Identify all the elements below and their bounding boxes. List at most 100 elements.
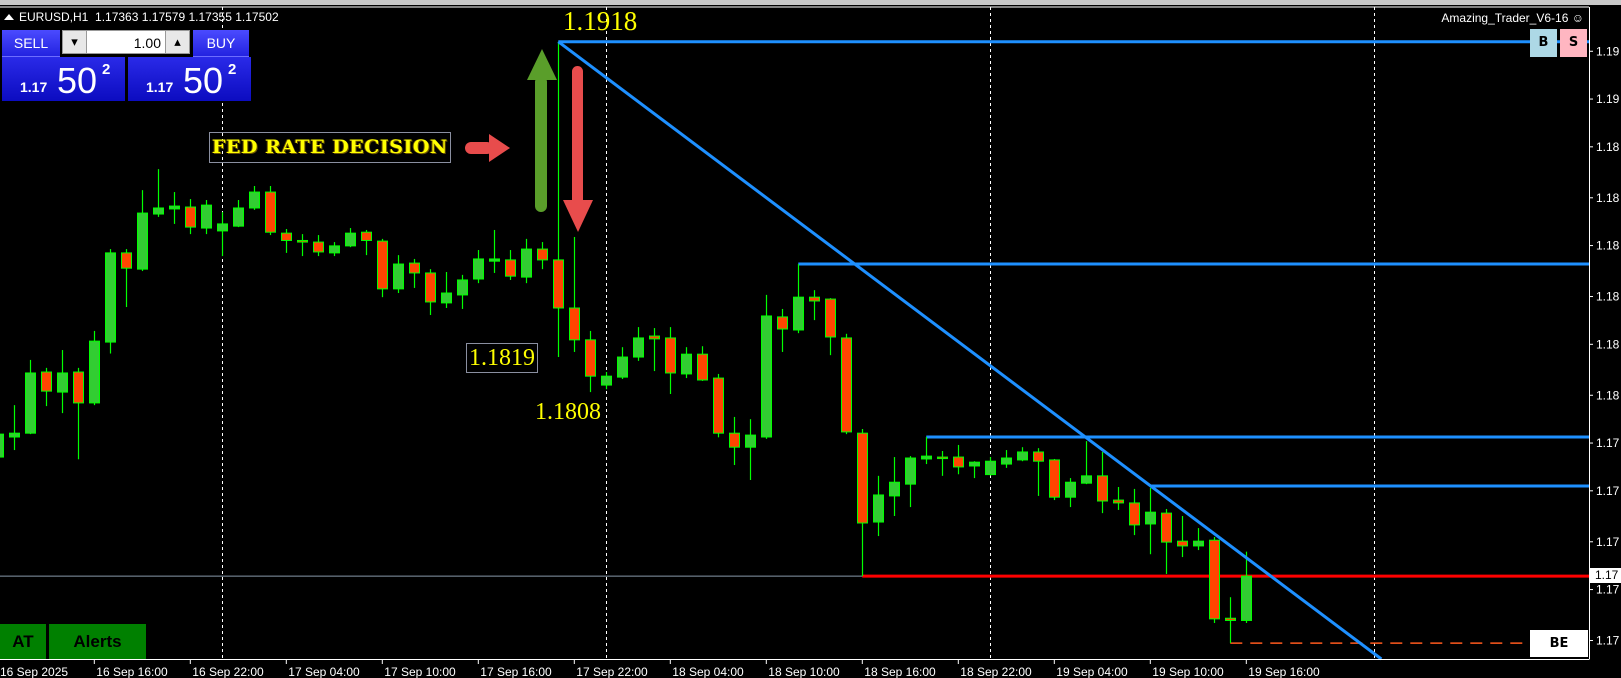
arrow-right-icon	[465, 134, 510, 162]
bear-candle-body	[841, 337, 852, 433]
smiley-icon: ☺	[1571, 11, 1584, 25]
candle	[505, 250, 516, 280]
bear-candle-body	[425, 272, 436, 303]
y-tick-label: 1.17	[1596, 583, 1620, 597]
candle	[105, 249, 116, 354]
candle	[809, 290, 820, 321]
bear-candle-body	[713, 377, 724, 434]
bear-candle-body	[297, 239, 308, 243]
candle	[553, 41, 564, 358]
candle	[473, 250, 484, 284]
buy-price-box[interactable]: 1.17 50 2	[128, 57, 251, 101]
candle	[889, 457, 900, 516]
be-button[interactable]: BE	[1530, 630, 1588, 657]
candle	[617, 347, 628, 380]
candle	[297, 234, 308, 257]
bull-candle-body	[441, 292, 452, 304]
bull-candle-body	[137, 212, 148, 270]
candle	[825, 298, 836, 356]
candle	[793, 264, 804, 334]
candle	[9, 405, 20, 451]
bear-candle-body	[121, 252, 132, 269]
candle	[585, 330, 596, 393]
bear-candle-body	[825, 298, 836, 338]
candle	[1001, 450, 1012, 468]
candle	[345, 228, 356, 248]
candle	[25, 359, 36, 435]
candle	[89, 330, 100, 406]
bear-candle-body	[265, 191, 276, 233]
bull-candle-body	[633, 337, 644, 358]
y-tick-label: 1.18	[1596, 191, 1620, 205]
candle	[745, 419, 756, 480]
candle	[41, 367, 52, 407]
window-top-edge	[0, 0, 1621, 5]
sell-button[interactable]: SELL	[2, 30, 60, 57]
candle	[1065, 478, 1076, 508]
bear-candle-body	[937, 456, 948, 460]
bear-candle-body	[1225, 617, 1236, 621]
alerts-button[interactable]: Alerts	[49, 624, 146, 659]
b-button[interactable]: B	[1530, 29, 1557, 57]
bull-candle-body	[1145, 511, 1156, 525]
y-tick-label: 1.19	[1596, 92, 1620, 106]
candle	[73, 367, 84, 460]
arrow-down-icon	[563, 66, 593, 232]
bear-candle-body	[281, 232, 292, 241]
bull-candle-body	[1065, 481, 1076, 498]
x-tick-label: 16 Sep 2025	[0, 665, 68, 678]
bull-candle-body	[393, 263, 404, 290]
candle	[921, 436, 932, 465]
bear-candle-body	[1209, 539, 1220, 620]
candle	[185, 199, 196, 235]
bear-candle-body	[665, 337, 676, 374]
candle	[729, 416, 740, 466]
candle	[569, 236, 580, 352]
candle	[601, 372, 612, 390]
bull-candle-body	[473, 258, 484, 280]
x-tick-label: 17 Sep 04:00	[288, 665, 360, 678]
candle	[169, 192, 180, 224]
at-button[interactable]: AT	[0, 624, 46, 659]
candle	[1097, 451, 1108, 514]
sell-price-box[interactable]: 1.17 50 2	[2, 57, 125, 101]
y-tick-label: 1.18	[1596, 140, 1620, 154]
candle	[265, 186, 276, 236]
x-tick-label: 18 Sep 16:00	[864, 665, 936, 678]
y-tick-label: 1.18	[1596, 388, 1620, 402]
candle	[457, 274, 468, 309]
candle	[633, 327, 644, 361]
x-tick-label: 18 Sep 10:00	[768, 665, 840, 678]
candle	[233, 200, 244, 228]
lot-decrease-button[interactable]: ▾	[62, 30, 87, 54]
collapse-triangle-icon[interactable]	[4, 14, 14, 20]
x-tick-label: 19 Sep 10:00	[1152, 665, 1224, 678]
candle	[761, 294, 772, 439]
bear-candle-body	[809, 296, 820, 302]
candle	[905, 456, 916, 508]
candle	[201, 200, 212, 235]
candle	[681, 347, 692, 379]
y-tick-label: 1.18	[1596, 239, 1620, 253]
candle	[665, 327, 676, 394]
buy-button[interactable]: BUY	[193, 30, 249, 57]
bear-candle-body	[1161, 512, 1172, 543]
indicator-name-text: Amazing_Trader_V6-16	[1441, 11, 1569, 25]
bear-candle-body	[313, 241, 324, 253]
lot-size-input[interactable]: 1.00	[87, 30, 165, 54]
s-button[interactable]: S	[1560, 29, 1587, 57]
bull-candle-body	[601, 375, 612, 386]
bull-candle-body	[889, 481, 900, 497]
candle	[873, 475, 884, 537]
y-tick-label: 1.18	[1596, 290, 1620, 304]
bear-candle-body	[649, 335, 660, 340]
bull-candle-body	[1193, 540, 1204, 547]
bull-candle-body	[9, 432, 20, 438]
x-tick-label: 18 Sep 22:00	[960, 665, 1032, 678]
lot-increase-button[interactable]: ▴	[165, 30, 190, 54]
candle	[969, 461, 980, 479]
bull-candle-body	[1001, 457, 1012, 465]
y-tick-label: 1.17	[1596, 436, 1620, 450]
candle	[841, 333, 852, 435]
